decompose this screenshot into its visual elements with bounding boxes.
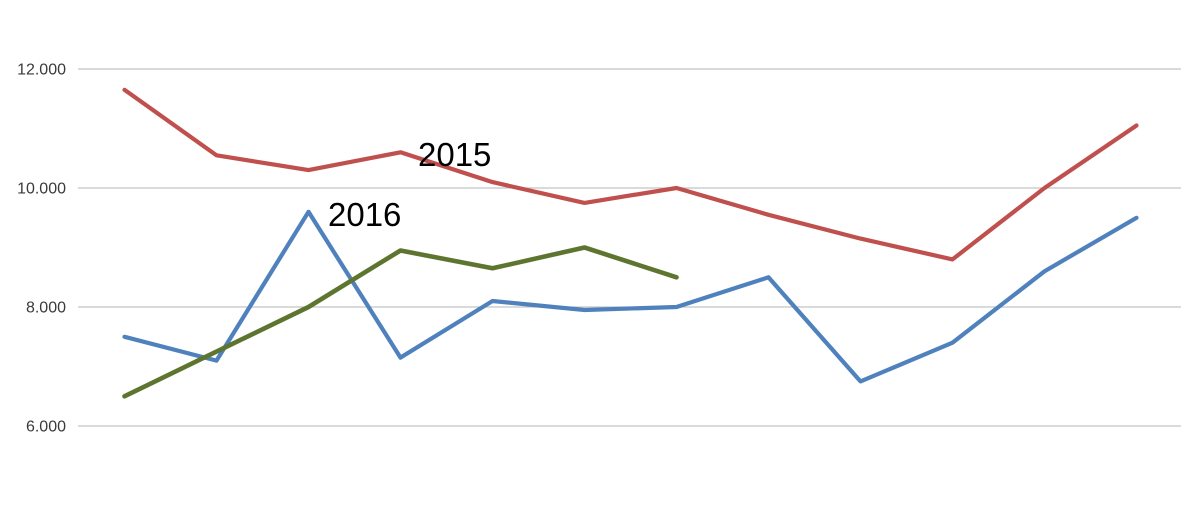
y-axis-tick-label: 12.000 — [17, 62, 66, 79]
series-line-2016 — [122, 245, 679, 399]
series-label-2016: 2016 — [328, 196, 401, 233]
series-line-2015 — [122, 87, 1139, 262]
y-axis-tick-label: 10.000 — [17, 181, 66, 198]
y-axis-tick-label: 8.000 — [26, 300, 66, 317]
series-label-2015: 2015 — [418, 136, 491, 173]
y-axis-tick-label: 6.000 — [26, 419, 66, 436]
series-line-blue — [122, 209, 1139, 384]
